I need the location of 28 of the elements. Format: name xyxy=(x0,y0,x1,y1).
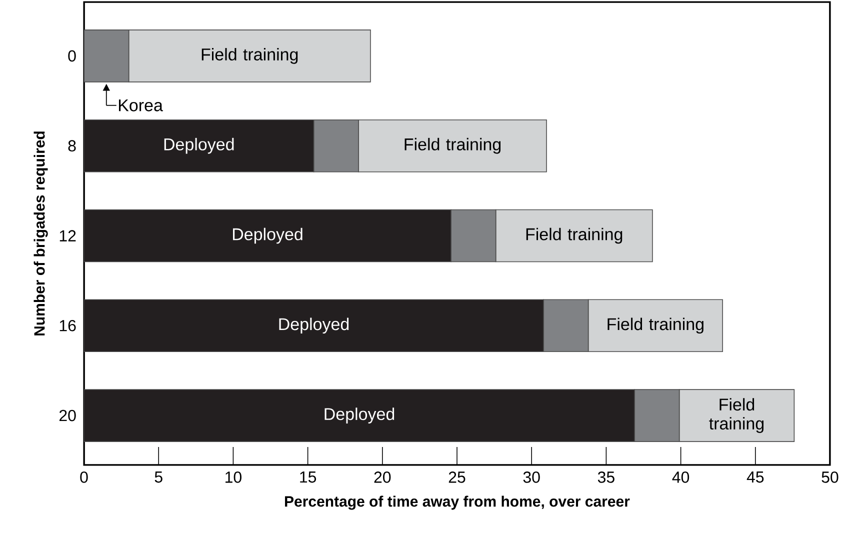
x-tick-label: 35 xyxy=(598,472,614,483)
x-tick-label: 10 xyxy=(226,472,242,483)
x-axis-title: Percentage of time away from home, over career xyxy=(285,496,630,510)
y-tick-label: 0 xyxy=(68,50,76,62)
x-tick-label: 40 xyxy=(672,472,690,483)
x-tick-label: 25 xyxy=(448,472,466,483)
y-tick-label: 12 xyxy=(60,230,76,242)
x-tick-label: 0 xyxy=(80,472,88,483)
text: Field training xyxy=(404,138,501,154)
text: Field training xyxy=(526,228,622,244)
x-tick-label: 5 xyxy=(154,472,162,483)
y-axis-title: Number of brigades required xyxy=(34,132,48,336)
series-label: Deployed xyxy=(164,138,234,154)
y-tick-label: 20 xyxy=(59,410,76,422)
x-tick-label: 45 xyxy=(746,472,764,483)
y-tick-label: 8 xyxy=(68,140,76,152)
x-tick-label: 15 xyxy=(300,472,316,483)
text: Deployed xyxy=(324,408,394,424)
text: Field training xyxy=(608,318,704,334)
text: Deployed xyxy=(279,318,349,334)
text: Deployed xyxy=(233,228,302,244)
series-label: Field training xyxy=(709,398,764,433)
x-tick-label: 20 xyxy=(374,472,391,483)
x-tick-label: 30 xyxy=(523,472,540,483)
y-tick-label: 16 xyxy=(60,320,76,332)
x-tick-label: 50 xyxy=(822,472,838,483)
series-label: Korea xyxy=(118,99,163,112)
text: Field training xyxy=(202,48,298,64)
